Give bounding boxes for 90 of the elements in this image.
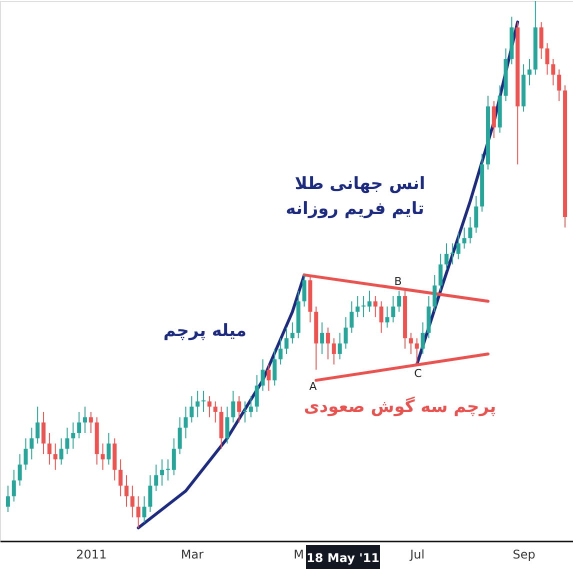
annotation: میله پرچم: [163, 321, 247, 341]
candlestick: [136, 496, 140, 528]
candlestick: [527, 58, 532, 86]
x-tick-label: 2011: [76, 548, 107, 562]
candlestick: [362, 296, 366, 318]
annotation: C: [414, 367, 422, 380]
candlestick: [551, 58, 556, 86]
candlestick: [190, 396, 194, 423]
candlestick: [302, 274, 306, 308]
candlestick: [12, 469, 16, 502]
candlestick: [350, 300, 354, 334]
candlestick: [456, 232, 460, 260]
candlestick: [397, 290, 402, 312]
candlestick: [47, 432, 52, 466]
x-tick-label: Mar: [180, 548, 204, 562]
candlestick: [148, 474, 152, 513]
candlestick: [118, 458, 123, 497]
x-tick-label: Sep: [512, 548, 536, 562]
candlestick: [408, 332, 413, 354]
candlestick: [254, 374, 259, 412]
candlestick: [326, 327, 330, 360]
candlestick: [18, 454, 22, 486]
candlestick: [154, 464, 158, 492]
candlestick: [71, 422, 76, 450]
candlestick: [379, 300, 384, 334]
candlestick: [207, 396, 212, 418]
candlestick: [59, 438, 64, 466]
candlestick: [88, 411, 93, 434]
candlestick: [432, 274, 437, 312]
candlestick: [438, 253, 443, 292]
candlestick: [100, 443, 105, 470]
candlestick: [243, 400, 248, 423]
candlestick: [385, 306, 390, 328]
candlestick: [462, 227, 466, 250]
candlestick: [420, 322, 425, 354]
candlestick: [272, 348, 277, 386]
candlestick: [30, 427, 34, 460]
candlestick: [184, 406, 188, 439]
candlestick: [225, 406, 230, 444]
candlestick: [474, 195, 478, 234]
candlestick: [266, 364, 271, 392]
candlestick: [248, 396, 253, 418]
candlestick: [278, 338, 283, 366]
candlestick: [344, 316, 348, 350]
candlestick: [178, 416, 182, 455]
x-tick-label: M: [294, 548, 304, 562]
candlestick: [338, 332, 342, 360]
candlestick: [539, 22, 544, 60]
candlestick: [24, 438, 28, 470]
candlestick: [260, 358, 265, 392]
candlestick: [77, 411, 82, 439]
candlestick: [202, 390, 206, 412]
annotation: انس جهانی طلا: [294, 174, 426, 194]
candlestick: [42, 411, 46, 455]
candlestick: [545, 42, 550, 76]
annotation: تایم فریم روزانه: [286, 199, 424, 219]
candlestick: [367, 290, 372, 312]
candlestick: [284, 327, 288, 354]
candlestick: [320, 322, 324, 354]
annotation: B: [394, 275, 402, 288]
candlestick: [142, 496, 146, 524]
candlestick: [166, 458, 170, 481]
candlestick: [237, 396, 242, 423]
text: 18 May '11: [306, 551, 380, 565]
candlestick: [492, 100, 496, 138]
candlestick: [332, 338, 336, 366]
candlestick: [468, 216, 472, 244]
candlestick: [196, 390, 200, 418]
x-tick-label: Jul: [409, 548, 425, 562]
candlestick: [213, 400, 218, 423]
candlestick: [557, 68, 562, 102]
candlestick: [65, 427, 70, 455]
candlestick: [130, 485, 134, 518]
candlestick: [83, 406, 88, 434]
candlestick: [6, 485, 10, 513]
candlestick: [391, 296, 396, 323]
annotation: پرچم سه گوش صعودی: [304, 396, 496, 417]
candlestick: [373, 296, 378, 318]
candlestick: [444, 242, 449, 270]
candlestick: [36, 406, 40, 444]
candlestick: [290, 322, 294, 344]
annotation: A: [309, 380, 318, 393]
candlestick: [160, 458, 164, 486]
candlestick: [172, 438, 176, 476]
candlestick: [106, 432, 111, 466]
candlestick: [53, 443, 58, 470]
candlestick: [231, 390, 236, 423]
candlestick: [450, 242, 454, 265]
candlestick: [124, 474, 128, 508]
candlestick: [356, 296, 360, 318]
